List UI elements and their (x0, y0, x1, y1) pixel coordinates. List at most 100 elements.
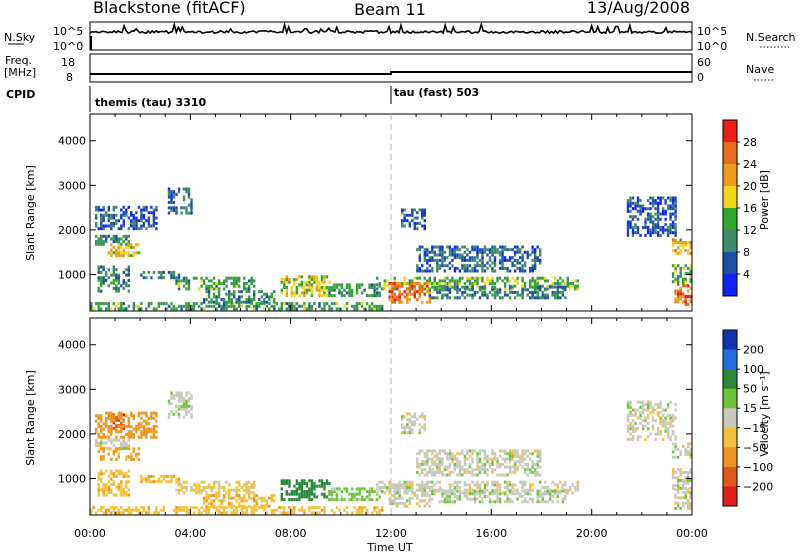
power-cell (531, 293, 534, 297)
velocity-cell (215, 506, 218, 510)
beam-title: Beam 11 (354, 0, 426, 19)
velocity-cell (436, 470, 439, 474)
power-cell (564, 288, 567, 292)
velocity-cell (330, 498, 334, 502)
velocity-cell (684, 476, 687, 480)
velocity-cell (202, 486, 206, 489)
power-cell (473, 264, 477, 268)
velocity-cell (656, 403, 660, 407)
velocity-ytick-label: 2000 (58, 428, 86, 441)
velocity-cell (115, 427, 118, 431)
power-cell (308, 283, 311, 287)
power-cell (426, 279, 429, 283)
velocity-cell (531, 500, 534, 504)
power-cell (471, 258, 474, 262)
velocity-cell (375, 498, 379, 502)
power-cell (671, 274, 675, 278)
power-cell (431, 256, 434, 260)
velocity-cell (122, 493, 125, 497)
power-cell (518, 266, 522, 270)
velocity-cell (413, 491, 416, 495)
freq-tick-bottom: 8 (66, 71, 73, 84)
power-cell (441, 250, 444, 254)
power-cell (476, 282, 479, 285)
power-cell (674, 300, 677, 304)
velocity-cell (212, 483, 216, 487)
velocity-cell (125, 414, 128, 418)
power-cell (574, 287, 577, 291)
velocity-cell (561, 489, 564, 493)
power-cell (531, 248, 534, 252)
power-cell (473, 290, 477, 294)
power-cell (646, 217, 650, 221)
power-cell (202, 298, 206, 302)
velocity-cell (689, 453, 692, 456)
velocity-cell (320, 482, 324, 485)
velocity-cell (120, 435, 123, 439)
power-cell (348, 283, 351, 287)
power-cell (295, 302, 299, 306)
power-cell (436, 258, 439, 262)
velocity-cell (182, 404, 186, 408)
power-cell (100, 270, 103, 274)
power-cell (125, 213, 128, 217)
velocity-cell (529, 483, 532, 487)
velocity-cell (506, 480, 509, 484)
velocity-cell (137, 427, 141, 431)
power-cell (438, 282, 442, 285)
velocity-cell (112, 506, 115, 510)
power-cell (120, 208, 123, 212)
power-cell (167, 192, 171, 196)
power-cell (175, 211, 178, 215)
velocity-cell (150, 427, 153, 431)
power-cell (421, 269, 424, 273)
power-cell (646, 225, 650, 229)
power-cell (220, 304, 223, 308)
velocity-cell (253, 499, 256, 503)
power-cell (248, 300, 251, 304)
power-cell (152, 211, 156, 215)
velocity-cell (185, 391, 188, 395)
velocity-cell (626, 424, 630, 428)
power-cell (493, 248, 497, 252)
power-cell (100, 224, 103, 228)
velocity-cell (521, 465, 524, 469)
power-cell (102, 224, 105, 228)
velocity-cell (107, 485, 110, 489)
power-cell (288, 307, 291, 311)
velocity-cell (433, 488, 436, 492)
power-cell (127, 284, 130, 288)
power-cell (448, 282, 452, 285)
power-cell (446, 288, 449, 292)
power-cell (416, 216, 419, 220)
velocity-cell (551, 494, 554, 498)
power-cell (556, 288, 559, 292)
velocity-cell (335, 492, 339, 496)
power-cell (644, 223, 647, 227)
power-cell (654, 225, 657, 229)
power-cell (448, 279, 452, 283)
velocity-cell (388, 496, 391, 500)
velocity-cell (112, 508, 115, 512)
power-cell (541, 290, 544, 294)
velocity-cell (684, 496, 687, 500)
power-cell (245, 304, 248, 308)
velocity-cell (396, 483, 399, 487)
velocity-cell (689, 442, 692, 446)
power-cell (243, 282, 246, 285)
velocity-cell (155, 425, 158, 428)
power-cell (483, 264, 487, 268)
velocity-cell (205, 499, 208, 503)
power-cell (167, 270, 171, 274)
velocity-cell (140, 477, 143, 481)
velocity-cell (190, 394, 193, 398)
velocity-cell (350, 492, 354, 496)
power-cell (235, 284, 238, 288)
velocity-ytick-label: 4000 (58, 339, 86, 352)
velocity-cell (466, 491, 469, 495)
velocity-cell (406, 417, 409, 421)
velocity-cell (471, 497, 474, 501)
power-cell (320, 288, 324, 292)
power-cell (110, 227, 113, 231)
power-cell (125, 284, 128, 288)
